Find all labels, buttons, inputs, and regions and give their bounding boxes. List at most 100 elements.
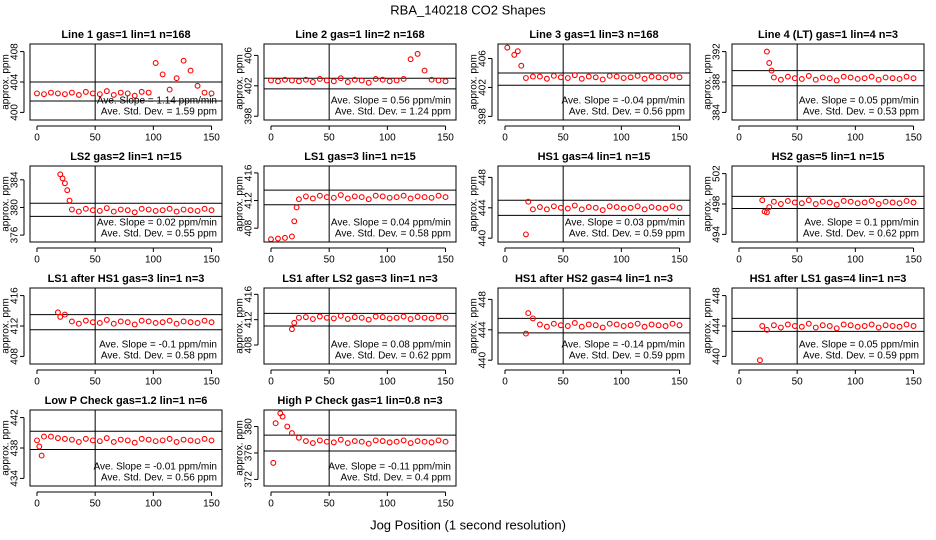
- data-point: [34, 437, 40, 444]
- y-tick-label: 380: [10, 199, 21, 216]
- x-tick-label: 50: [324, 377, 336, 388]
- figure-title: RBA_140218 CO2 Shapes: [390, 2, 546, 17]
- y-axis-label: approx. ppm: [1, 420, 12, 476]
- data-point: [442, 78, 449, 85]
- data-point: [82, 205, 89, 212]
- plot-frame: [29, 165, 223, 243]
- data-point: [819, 198, 826, 205]
- plot-area: [732, 166, 924, 242]
- data-point: [648, 204, 655, 210]
- x-tick-label: 50: [558, 255, 570, 266]
- panel-title: Low P Check gas=1.2 lin=1 n=6: [45, 395, 208, 407]
- data-point: [103, 435, 110, 442]
- plot-area: [264, 288, 456, 364]
- plot-area: [498, 288, 690, 364]
- data-point: [201, 435, 208, 442]
- x-tick-label: 150: [905, 133, 922, 144]
- data-point: [620, 75, 627, 81]
- y-tick-label: 392: [712, 43, 723, 60]
- data-point: [606, 320, 613, 327]
- data-point: [358, 194, 365, 201]
- data-point: [201, 89, 208, 96]
- x-tick-label: 100: [847, 133, 864, 144]
- annotation: Ave. Std. Dev. = 0.56 ppm: [101, 473, 217, 484]
- data-point: [812, 324, 819, 331]
- data-point: [386, 78, 393, 85]
- data-point: [854, 200, 861, 207]
- x-tick-label: 100: [847, 377, 864, 388]
- data-point: [407, 440, 414, 446]
- data-point: [571, 72, 578, 79]
- plot-frame: [263, 409, 457, 487]
- data-point: [504, 44, 511, 51]
- data-point: [421, 314, 428, 321]
- data-point: [68, 89, 75, 96]
- data-point: [323, 438, 330, 445]
- data-point: [400, 192, 407, 199]
- data-point: [634, 72, 641, 79]
- data-point: [344, 195, 351, 202]
- data-point: [777, 201, 784, 207]
- data-point: [805, 320, 812, 327]
- y-tick-label: 376: [244, 444, 255, 461]
- data-point: [295, 314, 302, 321]
- annotation: Ave. Std. Dev. = 0.62 ppm: [335, 351, 451, 362]
- y-tick-label: 442: [10, 409, 21, 426]
- data-point: [379, 438, 386, 445]
- data-point: [770, 322, 777, 329]
- data-point: [279, 413, 286, 420]
- data-point: [61, 311, 68, 318]
- y-tick-label: 438: [10, 439, 21, 456]
- data-point: [522, 231, 529, 238]
- data-point: [54, 435, 61, 442]
- data-point: [68, 206, 75, 213]
- data-point: [152, 320, 159, 326]
- data-point: [208, 437, 215, 444]
- data-point: [428, 76, 435, 83]
- data-point: [208, 90, 215, 97]
- data-point: [103, 88, 110, 95]
- x-tick-label: 150: [437, 133, 454, 144]
- annotation: Ave. Slope = 0.04 ppm/min: [331, 218, 451, 229]
- data-point: [557, 74, 564, 81]
- data-point: [173, 75, 180, 82]
- annotation: Ave. Std. Dev. = 0.56 ppm: [569, 107, 685, 118]
- data-point: [662, 205, 669, 212]
- data-point: [194, 207, 201, 214]
- y-axis-label: approx. ppm: [703, 176, 714, 232]
- panel-title: LS1 after LS2 gas=3 lin=1 n=3: [282, 273, 438, 285]
- plot-area: [30, 288, 222, 364]
- plot-frame: [29, 43, 223, 121]
- data-point: [819, 322, 826, 329]
- data-point: [103, 205, 110, 212]
- y-tick-label: 448: [478, 291, 489, 308]
- data-point: [117, 318, 124, 325]
- data-point: [578, 206, 585, 213]
- data-point: [435, 313, 442, 320]
- data-point: [330, 78, 337, 85]
- data-point: [344, 316, 351, 322]
- data-point: [393, 314, 400, 321]
- data-point: [201, 205, 208, 212]
- data-point: [201, 317, 208, 324]
- data-point: [435, 77, 442, 84]
- data-point: [47, 89, 54, 96]
- data-point: [316, 313, 323, 320]
- data-point: [421, 438, 428, 445]
- y-tick-label: 444: [478, 321, 489, 338]
- data-point: [606, 72, 613, 79]
- y-axis-label: approx. ppm: [235, 420, 246, 476]
- data-point: [763, 209, 770, 216]
- data-point: [337, 312, 344, 319]
- x-tick-label: 150: [671, 377, 688, 388]
- data-point: [138, 88, 145, 95]
- data-point: [393, 438, 400, 445]
- annotation: Ave. Slope = 1.14 ppm/min: [97, 96, 217, 107]
- data-point: [379, 76, 386, 83]
- data-point: [428, 194, 435, 201]
- plot-frame: [263, 165, 457, 243]
- data-point: [641, 206, 648, 213]
- data-point: [812, 201, 819, 207]
- data-point: [358, 438, 365, 445]
- data-point: [861, 75, 868, 82]
